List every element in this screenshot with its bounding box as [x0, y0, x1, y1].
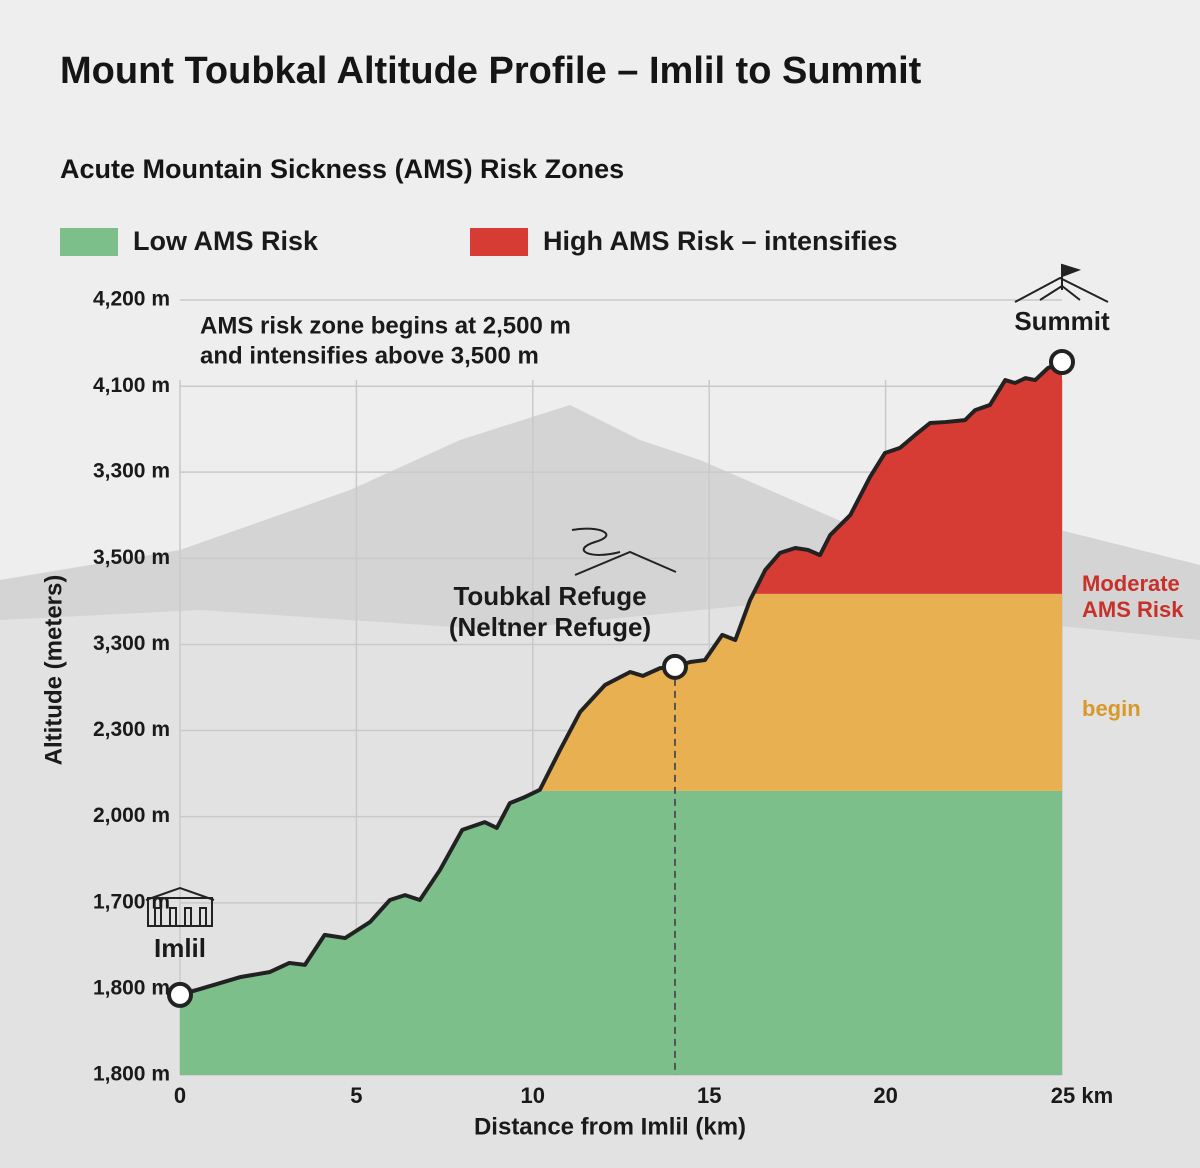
y-tick-label: 3,500 m	[93, 546, 170, 569]
x-tick-label: 15	[697, 1083, 721, 1108]
y-tick-label: 4,100 m	[93, 374, 170, 397]
annotation-label: Toubkal Refuge	[453, 581, 646, 611]
point-marker	[167, 981, 193, 1008]
legend-swatch	[60, 228, 118, 256]
x-tick-label: 25 km	[1051, 1083, 1113, 1108]
legend-label: Low AMS Risk	[133, 226, 319, 256]
side-note: AMS Risk	[1082, 597, 1184, 622]
summit-icon	[1014, 263, 1109, 303]
annotation-label: (Neltner Refuge)	[449, 612, 651, 642]
x-tick-label: 10	[521, 1083, 545, 1108]
annotation-label: Imlil	[154, 933, 206, 963]
y-tick-label: 1,700 m	[93, 890, 170, 913]
refuge-icon	[571, 527, 677, 576]
y-tick-label: 3,300 m	[93, 632, 170, 655]
side-note: Moderate	[1082, 571, 1180, 596]
annotation-label: Summit	[1014, 306, 1110, 336]
profile-line	[179, 360, 1063, 997]
x-axis-title: Distance from Imlil (km)	[474, 1113, 746, 1140]
y-tick-label: 4,200 m	[93, 288, 170, 311]
y-axis-title: Altitude (meters)	[40, 575, 67, 766]
x-tick-label: 0	[174, 1083, 186, 1108]
x-tick-label: 5	[350, 1083, 362, 1108]
y-tick-label: 1,800 m	[93, 1063, 170, 1086]
y-tick-label: 3,300 m	[93, 460, 170, 483]
y-tick-label: 2,000 m	[93, 804, 170, 827]
note-text: and intensifies above 3,500 m	[200, 342, 539, 369]
side-note: begin	[1082, 696, 1141, 721]
chart-title: Mount Toubkal Altitude Profile – Imlil t…	[60, 50, 922, 92]
y-tick-label: 1,800 m	[93, 976, 170, 999]
point-marker	[661, 653, 688, 680]
point-marker	[1049, 349, 1075, 375]
note-text: AMS risk zone begins at 2,500 m	[200, 312, 571, 339]
legend-swatch	[470, 228, 528, 256]
imlil-icon	[145, 886, 215, 927]
chart-subtitle: Acute Mountain Sickness (AMS) Risk Zones	[60, 154, 625, 184]
legend-label: High AMS Risk – intensifies	[543, 226, 898, 256]
x-tick-label: 20	[873, 1083, 897, 1108]
y-tick-label: 2,300 m	[93, 718, 170, 741]
